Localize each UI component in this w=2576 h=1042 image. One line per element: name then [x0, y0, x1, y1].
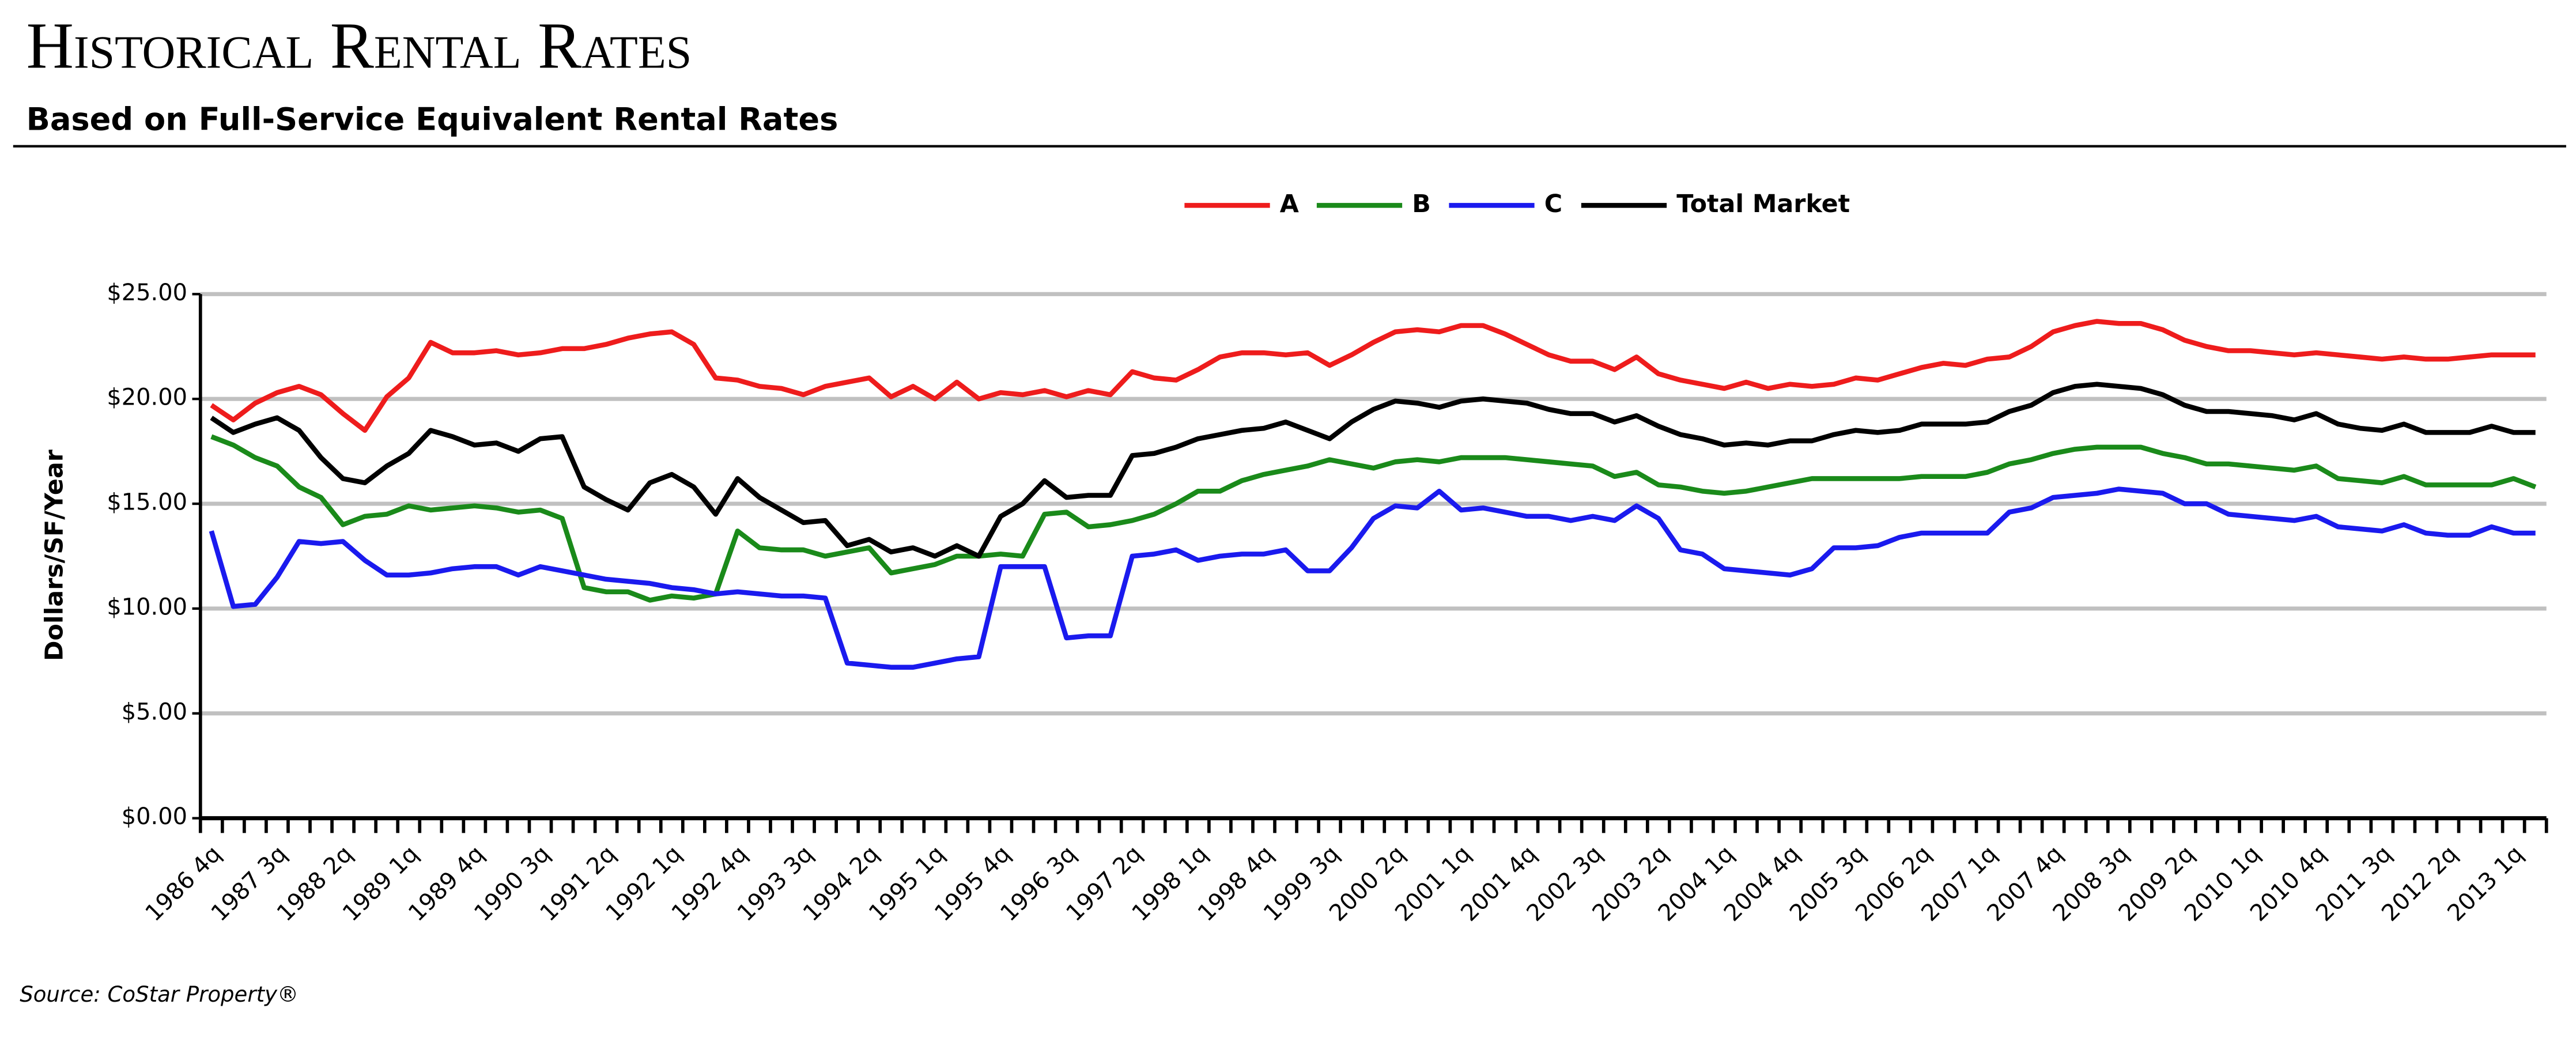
- y-tick-label: $15.00: [107, 489, 187, 516]
- y-axis-label: Dollars/SF/Year: [40, 450, 69, 661]
- chart-title: Historical Rental Rates: [27, 9, 692, 82]
- series-line: [210, 434, 2537, 603]
- legend-label: A: [1280, 190, 1299, 218]
- y-tick-label: $5.00: [122, 699, 187, 725]
- series-line: [210, 382, 2536, 559]
- source-note: Source: CoStar Property®: [20, 982, 299, 1007]
- legend-label: B: [1412, 190, 1431, 218]
- legend-label: Total Market: [1676, 190, 1850, 218]
- legend-label: C: [1544, 190, 1562, 218]
- y-tick-label: $25.00: [107, 280, 187, 306]
- y-tick-label: $0.00: [122, 803, 187, 830]
- series-line: [209, 486, 2536, 670]
- y-tick-label: $10.00: [107, 594, 187, 620]
- chart-subtitle: Based on Full-Service Equivalent Rental …: [27, 101, 838, 138]
- series-line: [210, 319, 2536, 433]
- y-tick-label: $20.00: [107, 384, 187, 411]
